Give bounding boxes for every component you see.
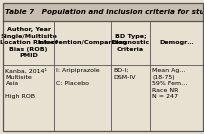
Bar [3, 65, 203, 131]
Text: BD Type;
Diagnostic
Criteria: BD Type; Diagnostic Criteria [111, 34, 150, 52]
Text: Kanba, 2014¹
Multisite
Asia

High ROB: Kanba, 2014¹ Multisite Asia High ROB [6, 68, 48, 99]
Text: Table 7   Population and inclusion criteria for studies of arip: Table 7 Population and inclusion criteri… [6, 9, 204, 15]
Bar [3, 21, 203, 65]
Text: Mean Ag…
(18-75)
59% Fem…
Race NR
N = 247: Mean Ag… (18-75) 59% Fem… Race NR N = 24… [152, 68, 188, 99]
Text: Author, Year
Single/Multisite
Location Risk of
Bias (ROB)
PMID: Author, Year Single/Multisite Location R… [0, 27, 57, 58]
Bar [3, 3, 203, 21]
Text: Intervention/Comparison: Intervention/Comparison [38, 40, 127, 45]
Text: BD-I;
DSM-IV: BD-I; DSM-IV [113, 68, 136, 80]
Text: I: Aripiprazole

C: Placebo: I: Aripiprazole C: Placebo [57, 68, 100, 86]
Text: Demogr…: Demogr… [159, 40, 194, 45]
